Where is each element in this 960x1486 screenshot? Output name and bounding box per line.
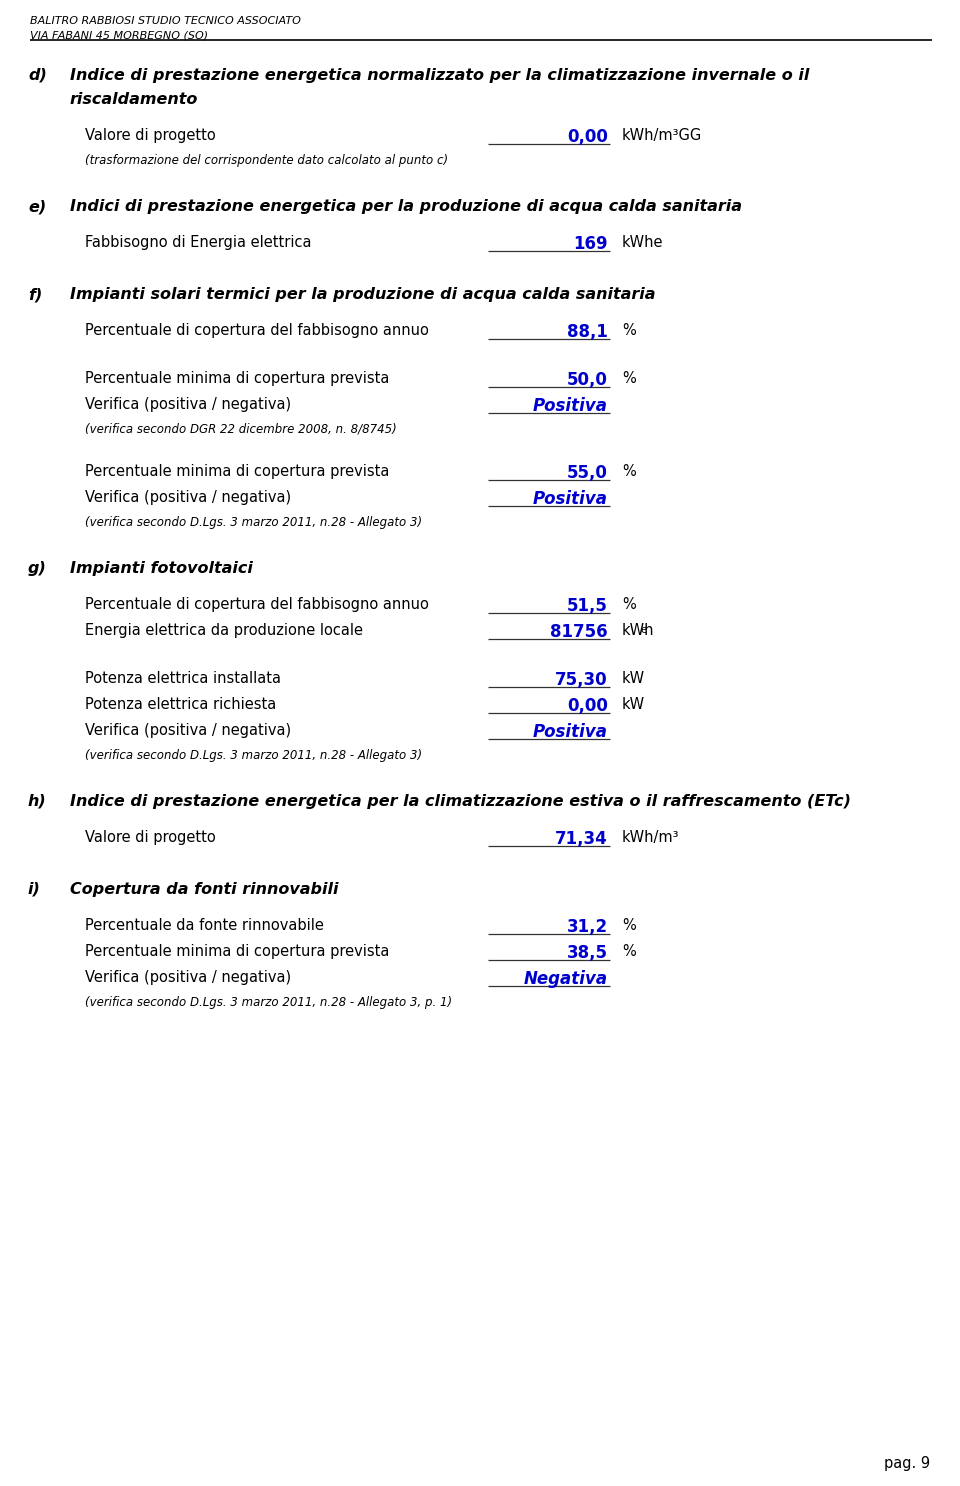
Text: Positiva: Positiva [533, 397, 608, 415]
Text: 81756: 81756 [550, 623, 608, 640]
Text: Percentuale da fonte rinnovabile: Percentuale da fonte rinnovabile [85, 918, 324, 933]
Text: %: % [622, 918, 636, 933]
Text: 0,00: 0,00 [567, 697, 608, 715]
Text: 55,0: 55,0 [567, 464, 608, 481]
Text: (verifica secondo D.Lgs. 3 marzo 2011, n.28 - Allegato 3): (verifica secondo D.Lgs. 3 marzo 2011, n… [85, 749, 422, 762]
Text: i): i) [28, 883, 41, 898]
Text: f): f) [28, 287, 42, 302]
Text: (trasformazione del corrispondente dato calcolato al punto c): (trasformazione del corrispondente dato … [85, 155, 448, 166]
Text: Negativa: Negativa [524, 970, 608, 988]
Text: Verifica (positiva / negativa): Verifica (positiva / negativa) [85, 397, 291, 412]
Text: Indice di prestazione energetica per la climatizzazione estiva o il raffrescamen: Indice di prestazione energetica per la … [70, 794, 851, 808]
Text: %: % [622, 372, 636, 386]
Text: h): h) [28, 794, 47, 808]
Text: 169: 169 [573, 235, 608, 253]
Text: %: % [622, 944, 636, 958]
Text: 0,00: 0,00 [567, 128, 608, 146]
Text: kWhe: kWhe [622, 235, 663, 250]
Text: %: % [622, 322, 636, 337]
Text: Indice di prestazione energetica normalizzato per la climatizzazione invernale o: Indice di prestazione energetica normali… [70, 68, 809, 83]
Text: Verifica (positiva / negativa): Verifica (positiva / negativa) [85, 724, 291, 739]
Text: Percentuale di copertura del fabbisogno annuo: Percentuale di copertura del fabbisogno … [85, 597, 429, 612]
Text: Percentuale di copertura del fabbisogno annuo: Percentuale di copertura del fabbisogno … [85, 322, 429, 337]
Text: %: % [622, 464, 636, 478]
Text: (verifica secondo D.Lgs. 3 marzo 2011, n.28 - Allegato 3, p. 1): (verifica secondo D.Lgs. 3 marzo 2011, n… [85, 996, 452, 1009]
Text: Impianti solari termici per la produzione di acqua calda sanitaria: Impianti solari termici per la produzion… [70, 287, 656, 302]
Text: VIA FABANI 45 MORBEGNO (SO): VIA FABANI 45 MORBEGNO (SO) [30, 31, 208, 42]
Text: Copertura da fonti rinnovabili: Copertura da fonti rinnovabili [70, 883, 339, 898]
Text: BALITRO RABBIOSI STUDIO TECNICO ASSOCIATO: BALITRO RABBIOSI STUDIO TECNICO ASSOCIAT… [30, 16, 300, 25]
Text: 38,5: 38,5 [567, 944, 608, 961]
Text: Energia elettrica da produzione locale: Energia elettrica da produzione locale [85, 623, 363, 637]
Text: kW: kW [622, 697, 645, 712]
Text: 50,0: 50,0 [567, 372, 608, 389]
Text: Valore di progetto: Valore di progetto [85, 128, 216, 143]
Text: Verifica (positiva / negativa): Verifica (positiva / negativa) [85, 490, 291, 505]
Text: (verifica secondo DGR 22 dicembre 2008, n. 8/8745): (verifica secondo DGR 22 dicembre 2008, … [85, 424, 396, 435]
Text: kWh/m³GG: kWh/m³GG [622, 128, 703, 143]
Text: Percentuale minima di copertura prevista: Percentuale minima di copertura prevista [85, 944, 390, 958]
Text: Fabbisogno di Energia elettrica: Fabbisogno di Energia elettrica [85, 235, 311, 250]
Text: Indici di prestazione energetica per la produzione di acqua calda sanitaria: Indici di prestazione energetica per la … [70, 199, 742, 214]
Text: pag. 9: pag. 9 [884, 1456, 930, 1471]
Text: kW: kW [622, 672, 645, 687]
Text: e): e) [28, 199, 46, 214]
Text: riscaldamento: riscaldamento [70, 92, 199, 107]
Text: 51,5: 51,5 [567, 597, 608, 615]
Text: Valore di progetto: Valore di progetto [85, 831, 216, 846]
Text: Impianti fotovoltaici: Impianti fotovoltaici [70, 562, 252, 577]
Text: 31,2: 31,2 [566, 918, 608, 936]
Text: Positiva: Positiva [533, 490, 608, 508]
Text: Percentuale minima di copertura prevista: Percentuale minima di copertura prevista [85, 372, 390, 386]
Text: kWh: kWh [622, 623, 655, 637]
Text: Positiva: Positiva [533, 724, 608, 742]
Text: Verifica (positiva / negativa): Verifica (positiva / negativa) [85, 970, 291, 985]
Text: d): d) [28, 68, 47, 83]
Text: kWh/m³: kWh/m³ [622, 831, 680, 846]
Text: Potenza elettrica richiesta: Potenza elettrica richiesta [85, 697, 276, 712]
Text: %: % [622, 597, 636, 612]
Text: 75,30: 75,30 [556, 672, 608, 690]
Text: e: e [640, 626, 646, 635]
Text: g): g) [28, 562, 47, 577]
Text: Potenza elettrica installata: Potenza elettrica installata [85, 672, 281, 687]
Text: Percentuale minima di copertura prevista: Percentuale minima di copertura prevista [85, 464, 390, 478]
Text: 71,34: 71,34 [555, 831, 608, 849]
Text: 88,1: 88,1 [567, 322, 608, 340]
Text: (verifica secondo D.Lgs. 3 marzo 2011, n.28 - Allegato 3): (verifica secondo D.Lgs. 3 marzo 2011, n… [85, 516, 422, 529]
